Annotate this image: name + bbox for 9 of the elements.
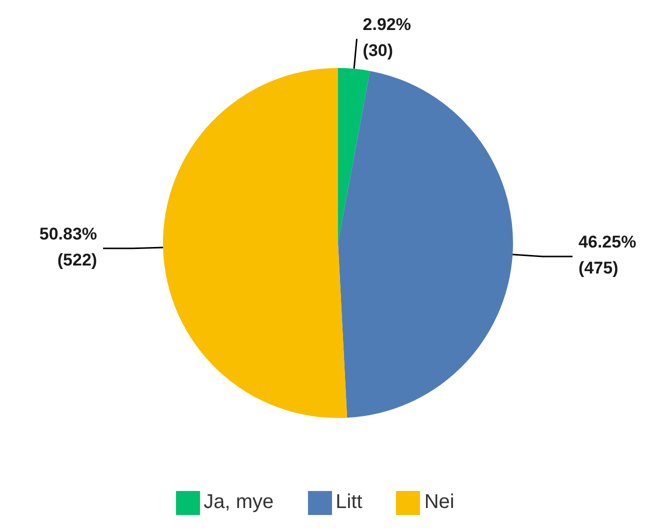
legend-label: Litt (336, 491, 362, 514)
data-label: 50.83% (522) (39, 224, 98, 270)
pie-slice (163, 68, 348, 418)
data-label: 46.25% (475) (578, 232, 636, 278)
legend-label: Nei (424, 491, 454, 514)
legend-label: Ja, mye (204, 491, 274, 514)
pie-slice (338, 68, 370, 243)
data-label: 2.92% (30) (362, 15, 411, 60)
pie-slice (338, 70, 513, 418)
